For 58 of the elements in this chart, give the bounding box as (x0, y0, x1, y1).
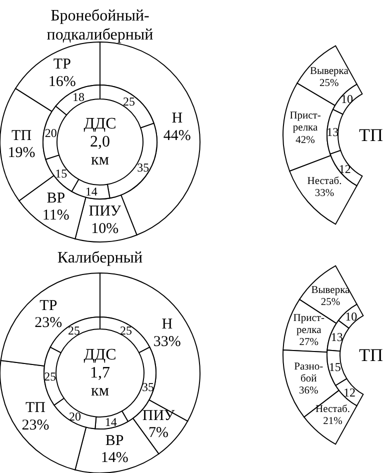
data-label: 25 (120, 323, 132, 338)
data-label: 18 (72, 90, 84, 104)
slice-label: ТП (25, 400, 46, 416)
slice-label: Выверка (311, 284, 350, 296)
data-label: 44% (163, 128, 191, 144)
data-label: 35 (137, 160, 150, 174)
data-label: 14% (100, 450, 128, 466)
chart-title: Бронебойный- подкалиберный (46, 8, 154, 44)
data-label: 25 (122, 94, 135, 108)
slice-label: Прист- релка (293, 312, 325, 336)
slice-label: Разно- бой (294, 361, 324, 384)
data-label: 14 (85, 184, 98, 198)
slice-label: ТР (53, 56, 71, 73)
data-label: 13 (326, 124, 339, 139)
text: ТП (359, 125, 383, 145)
slice-label: ПИУ (142, 408, 176, 424)
slice-label: Н (172, 110, 183, 127)
slice-label: Нестаб. (307, 176, 342, 187)
text: ДДС 1,7 км (84, 346, 116, 400)
data-label: 20 (44, 126, 57, 140)
chart-title: Калиберный (57, 250, 144, 266)
data-label: 13 (330, 330, 343, 344)
slice-label: ПИУ (88, 204, 122, 220)
data-label: 33% (153, 334, 181, 350)
data-label: 14 (104, 414, 117, 429)
slice-label: ВР (105, 432, 124, 449)
data-label: 19% (8, 145, 36, 162)
data-label: 15 (328, 360, 341, 374)
data-label: 12 (343, 385, 356, 400)
slice-label: ТР (40, 298, 58, 314)
text: ТП (359, 345, 383, 365)
data-label: 35 (142, 380, 154, 394)
data-label: 25% (320, 297, 340, 308)
data-label: 10 (345, 309, 358, 324)
data-label: 23% (34, 315, 62, 332)
data-label: 33% (314, 188, 334, 199)
data-label: 36% (299, 385, 319, 396)
data-label: 20 (69, 409, 81, 424)
data-label: 25 (68, 323, 80, 338)
data-label: 25% (320, 78, 340, 90)
data-label: 16% (48, 74, 76, 90)
data-label: 23% (22, 417, 50, 434)
data-label: 21% (323, 416, 343, 428)
data-label: 7% (148, 425, 169, 442)
slice-label: ТП (12, 128, 32, 144)
data-label: 25 (44, 369, 56, 384)
data-label: 15 (55, 166, 68, 180)
slice-label: Нестаб. (316, 404, 350, 416)
data-label: 11% (42, 208, 70, 224)
data-label: 10 (340, 92, 353, 106)
slice-label: Выверка (310, 66, 349, 78)
data-label: 27% (299, 336, 319, 348)
data-label: 42% (296, 134, 316, 146)
text: ДДС 2,0 км (84, 116, 116, 168)
data-label: 10% (91, 220, 119, 237)
slice-label: Прист- релка (290, 110, 322, 134)
slice-label: Н (162, 316, 173, 333)
slice-label: ВР (46, 190, 66, 206)
